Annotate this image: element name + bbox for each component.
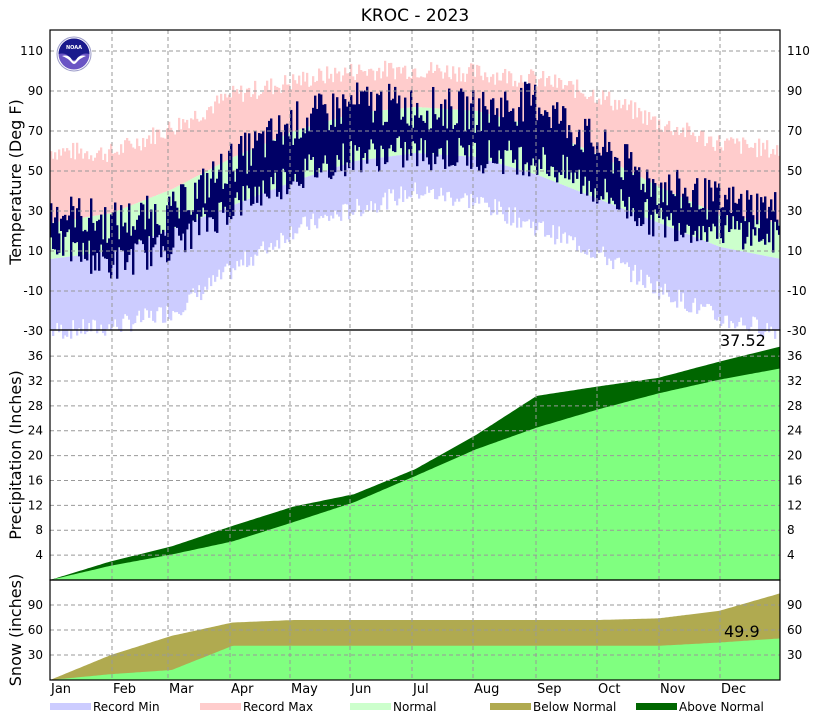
- legend-swatch: [50, 703, 91, 710]
- snow-tick-right: 30: [787, 648, 802, 662]
- noaa-logo-icon: NOAA: [56, 36, 92, 72]
- legend: Record Min Record Max Normal Below Normal Ab…: [50, 700, 764, 714]
- precip-tick-right: 20: [787, 449, 802, 463]
- legend-label: Below Normal: [533, 700, 616, 714]
- month-label: Jun: [350, 682, 371, 697]
- legend-label: Record Min: [93, 700, 160, 714]
- temperature-panel: [50, 60, 781, 339]
- snow-tick-left: 30: [28, 648, 43, 662]
- legend-label: Above Normal: [679, 700, 764, 714]
- temp-tick-right: 110: [787, 44, 810, 58]
- precip-total-annotation: 37.52: [720, 331, 766, 350]
- legend-item: Above Normal: [636, 700, 764, 714]
- temp-tick-right: 70: [787, 124, 802, 138]
- precip-tick-right: 24: [787, 424, 802, 438]
- precip-tick-right: 8: [787, 523, 795, 537]
- temp-tick-left: 10: [28, 244, 43, 258]
- temp-tick-left: -10: [23, 284, 43, 298]
- month-label: Apr: [231, 682, 254, 697]
- snow-tick-right: 60: [787, 623, 802, 637]
- precip-tick-left: 24: [28, 424, 43, 438]
- precip-tick-left: 4: [35, 548, 43, 562]
- gridlines: [50, 30, 780, 680]
- month-label: Jul: [412, 682, 429, 697]
- snow-total-annotation: 49.9: [724, 622, 760, 641]
- legend-label: Normal: [393, 700, 436, 714]
- chart-title: KROC - 2023: [360, 6, 470, 26]
- temperature-axis-label: Temperature (Deg F): [6, 99, 25, 266]
- temp-tick-right: 50: [787, 164, 802, 178]
- snow-tick-left: 90: [28, 598, 43, 612]
- legend-item: Below Normal: [490, 700, 616, 714]
- legend-item: Normal: [350, 700, 436, 714]
- temp-tick-left: 30: [28, 204, 43, 218]
- legend-swatch: [200, 703, 241, 710]
- precip-tick-right: 12: [787, 498, 802, 512]
- temp-tick-left: 110: [20, 44, 43, 58]
- temp-tick-right: 30: [787, 204, 802, 218]
- precip-tick-left: 28: [28, 399, 43, 413]
- temp-tick-right: -10: [787, 284, 807, 298]
- legend-item: Record Min: [50, 700, 160, 714]
- month-label: Nov: [660, 682, 686, 697]
- temp-tick-left: 50: [28, 164, 43, 178]
- precip-tick-left: 36: [28, 349, 43, 363]
- temp-tick-left: -30: [23, 324, 43, 338]
- precip-tick-left: 16: [28, 473, 43, 487]
- month-label: Dec: [721, 682, 746, 697]
- precip-tick-left: 8: [35, 523, 43, 537]
- temp-tick-right: 90: [787, 84, 802, 98]
- noaa-logo-text: NOAA: [66, 45, 82, 51]
- temp-tick-left: 90: [28, 84, 43, 98]
- precip-tick-left: 12: [28, 498, 43, 512]
- precipitation-axis-label: Precipitation (Inches): [6, 370, 25, 540]
- snow-axis-label: Snow (inches): [6, 574, 25, 686]
- temp-tick-right: -30: [787, 324, 807, 338]
- legend-swatch: [350, 703, 391, 710]
- temp-tick-right: 10: [787, 244, 802, 258]
- legend-item: Record Max: [200, 700, 313, 714]
- month-label: Feb: [113, 682, 136, 697]
- precip-tick-right: 16: [787, 473, 802, 487]
- month-label: May: [291, 682, 318, 697]
- precip-tick-right: 36: [787, 349, 802, 363]
- precip-tick-right: 32: [787, 374, 802, 388]
- panel-frames: [49, 29, 781, 681]
- legend-swatch: [636, 703, 677, 710]
- precip-tick-right: 4: [787, 548, 795, 562]
- axis-ticks: 110 110 90 90 70 70 50 50 30 30 10 10 -10 -10 -30 -30 36…: [20, 44, 810, 662]
- temp-tick-left: 70: [28, 124, 43, 138]
- month-label: Mar: [169, 682, 194, 697]
- legend-swatch: [490, 703, 531, 710]
- snow-tick-right: 90: [787, 598, 802, 612]
- legend-label: Record Max: [243, 700, 313, 714]
- precipitation-panel: [50, 346, 780, 580]
- month-label: Sep: [537, 682, 562, 697]
- precip-tick-left: 32: [28, 374, 43, 388]
- snow-panel: [50, 593, 780, 680]
- snow-tick-left: 60: [28, 623, 43, 637]
- month-label: Jan: [50, 682, 71, 697]
- precip-tick-left: 20: [28, 449, 43, 463]
- month-axis: Jan Feb Mar Apr May Jun Jul Aug Sep Oct Nov Dec: [50, 682, 746, 697]
- month-label: Aug: [474, 682, 499, 697]
- precip-tick-right: 28: [787, 399, 802, 413]
- month-label: Oct: [598, 682, 620, 697]
